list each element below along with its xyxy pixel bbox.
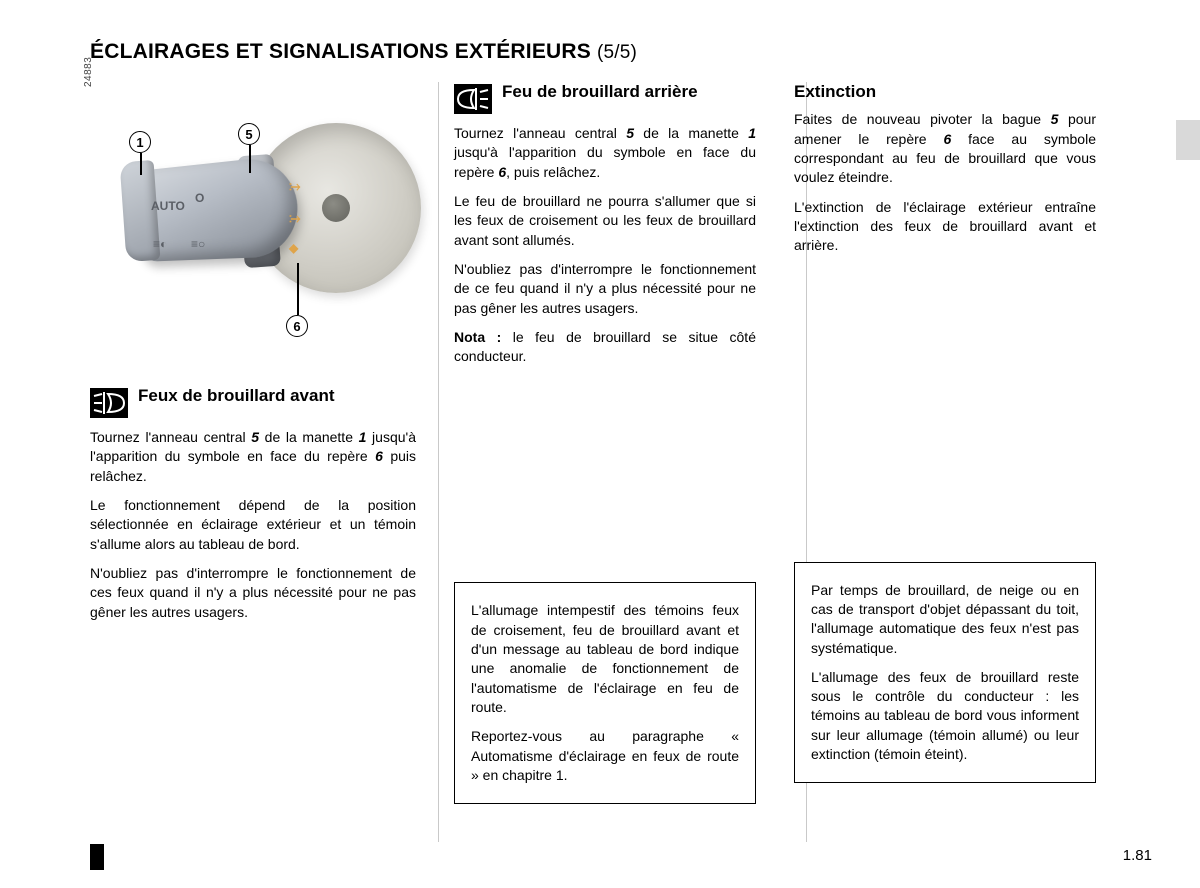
title-text: ÉCLAIRAGES ET SIGNALISATIONS EXTÉRIEURS [90, 40, 591, 63]
figure-light-stalk: 24883 AUTO O ≡◐ ≡○ ⧴ ⧴ ◆ 1 5 6 [90, 82, 410, 362]
note-text: L'allumage intempestif des témoins feux … [471, 601, 739, 717]
front-fog-icon [90, 388, 128, 418]
paragraph: Le feu de brouillard ne pourra s'allumer… [454, 192, 756, 250]
note-text: Reportez-vous au paragraphe « Automatism… [471, 727, 739, 785]
note-box: Par temps de brouillard, de neige ou en … [794, 562, 1096, 784]
paragraph: Nota : le feu de brouillard se situe côt… [454, 328, 756, 367]
column-2: Feu de brouillard arrière Tournez l'anne… [430, 82, 770, 804]
figure-code: 24883 [83, 57, 94, 87]
paragraph: N'oubliez pas d'interrompre le fonctionn… [454, 260, 756, 318]
paragraph: Tournez l'anneau central 5 de la manette… [90, 428, 416, 486]
footer-mark [90, 844, 104, 870]
heading-text: Feu de brouillard arrière [502, 82, 698, 102]
heading-rear-fog: Feu de brouillard arrière [454, 82, 756, 114]
page-number: 1.81 [1123, 847, 1152, 864]
column-1: 24883 AUTO O ≡◐ ≡○ ⧴ ⧴ ◆ 1 5 6 [90, 82, 430, 804]
callout-6: 6 [286, 315, 308, 337]
note-box: L'allumage intempestif des témoins feux … [454, 582, 756, 804]
title-pager: (5/5) [597, 42, 637, 63]
rear-fog-icon [454, 84, 492, 114]
heading-extinction: Extinction [794, 82, 1096, 102]
paragraph: Faites de nouveau pivoter la bague 5 pou… [794, 110, 1096, 187]
heading-text: Feux de brouillard avant [138, 386, 335, 406]
callout-5: 5 [238, 123, 260, 145]
column-3: Extinction Faites de nouveau pivoter la … [770, 82, 1110, 804]
paragraph: Le fonctionnement dépend de la position … [90, 496, 416, 554]
callout-1: 1 [129, 131, 151, 153]
note-text: Par temps de brouillard, de neige ou en … [811, 581, 1079, 658]
paragraph: N'oubliez pas d'interrompre le fonctionn… [90, 564, 416, 622]
page-title: ÉCLAIRAGES ET SIGNALISATIONS EXTÉRIEURS … [90, 40, 1152, 64]
side-tab [1176, 120, 1200, 160]
paragraph: L'extinction de l'éclairage extérieur en… [794, 198, 1096, 256]
paragraph: Tournez l'anneau central 5 de la manette… [454, 124, 756, 182]
heading-front-fog: Feux de brouillard avant [90, 386, 416, 418]
note-text: L'allumage des feux de brouillard reste … [811, 668, 1079, 765]
